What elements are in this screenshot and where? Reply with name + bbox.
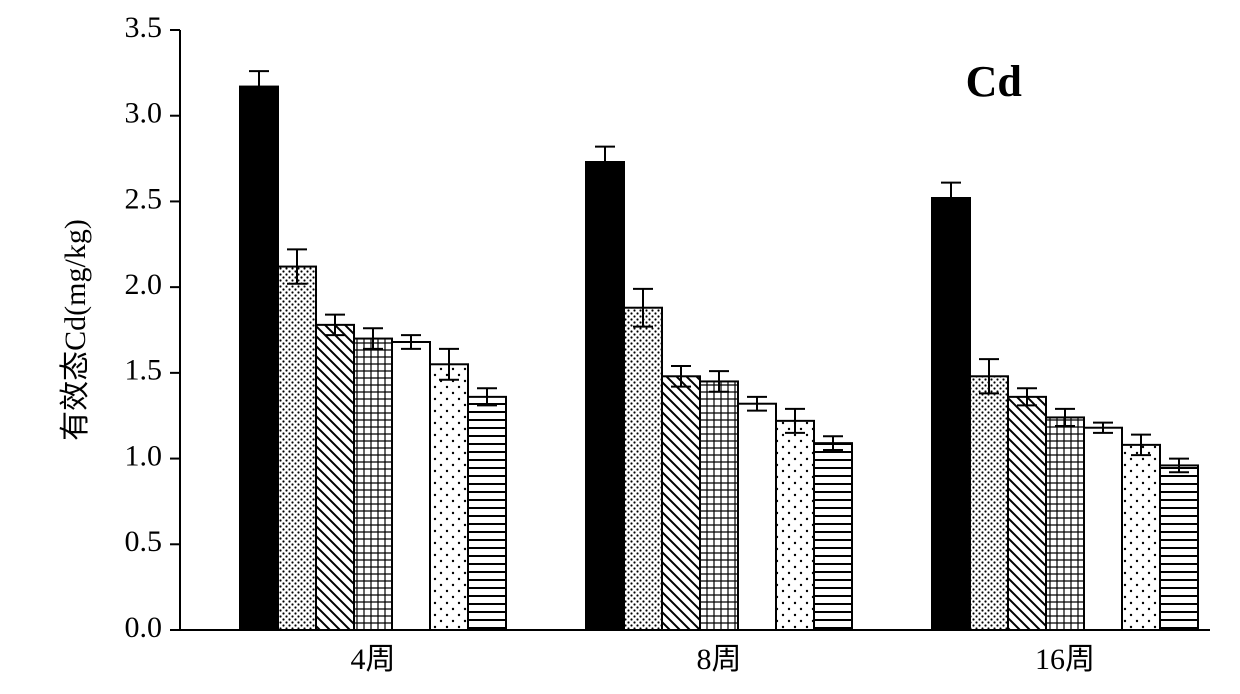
bar: [1160, 465, 1198, 630]
chart-svg: 0.0 0.5 1.0 1.5 2.0 2.5 3.0 3.5 4周 8周 16周 有效态Cd(mg…: [0, 0, 1240, 694]
chart-container: 0.0 0.5 1.0 1.5 2.0 2.5 3.0 3.5 4周 8周 16周 有效态Cd(mg…: [0, 0, 1240, 694]
bar: [738, 404, 776, 630]
bar: [1122, 445, 1160, 630]
svg-text:1.5: 1.5: [125, 354, 163, 387]
svg-text:8周: 8周: [697, 643, 742, 676]
svg-text:2.0: 2.0: [125, 268, 163, 301]
bar: [586, 162, 624, 630]
svg-text:16周: 16周: [1035, 643, 1095, 676]
bar: [468, 397, 506, 630]
bar: [354, 339, 392, 630]
svg-text:0.5: 0.5: [125, 525, 163, 558]
chart-annotation: Cd: [966, 57, 1022, 106]
bar: [814, 443, 852, 630]
bar: [430, 364, 468, 630]
svg-text:2.5: 2.5: [125, 182, 163, 215]
svg-text:1.0: 1.0: [125, 439, 163, 472]
bar: [662, 376, 700, 630]
bar: [1046, 417, 1084, 630]
bar: [776, 421, 814, 630]
bar: [392, 342, 430, 630]
svg-text:0.0: 0.0: [125, 611, 163, 644]
bar: [278, 267, 316, 630]
bar: [932, 198, 970, 630]
bar: [1084, 428, 1122, 630]
svg-text:3.0: 3.0: [125, 97, 163, 130]
y-axis-label: 有效态Cd(mg/kg): [59, 219, 92, 441]
svg-text:3.5: 3.5: [125, 11, 163, 44]
bar: [970, 376, 1008, 630]
bar: [1008, 397, 1046, 630]
bar: [700, 381, 738, 630]
svg-text:4周: 4周: [351, 643, 396, 676]
bar: [624, 308, 662, 630]
bar: [240, 87, 278, 630]
bars: [240, 71, 1198, 630]
bar: [316, 325, 354, 630]
